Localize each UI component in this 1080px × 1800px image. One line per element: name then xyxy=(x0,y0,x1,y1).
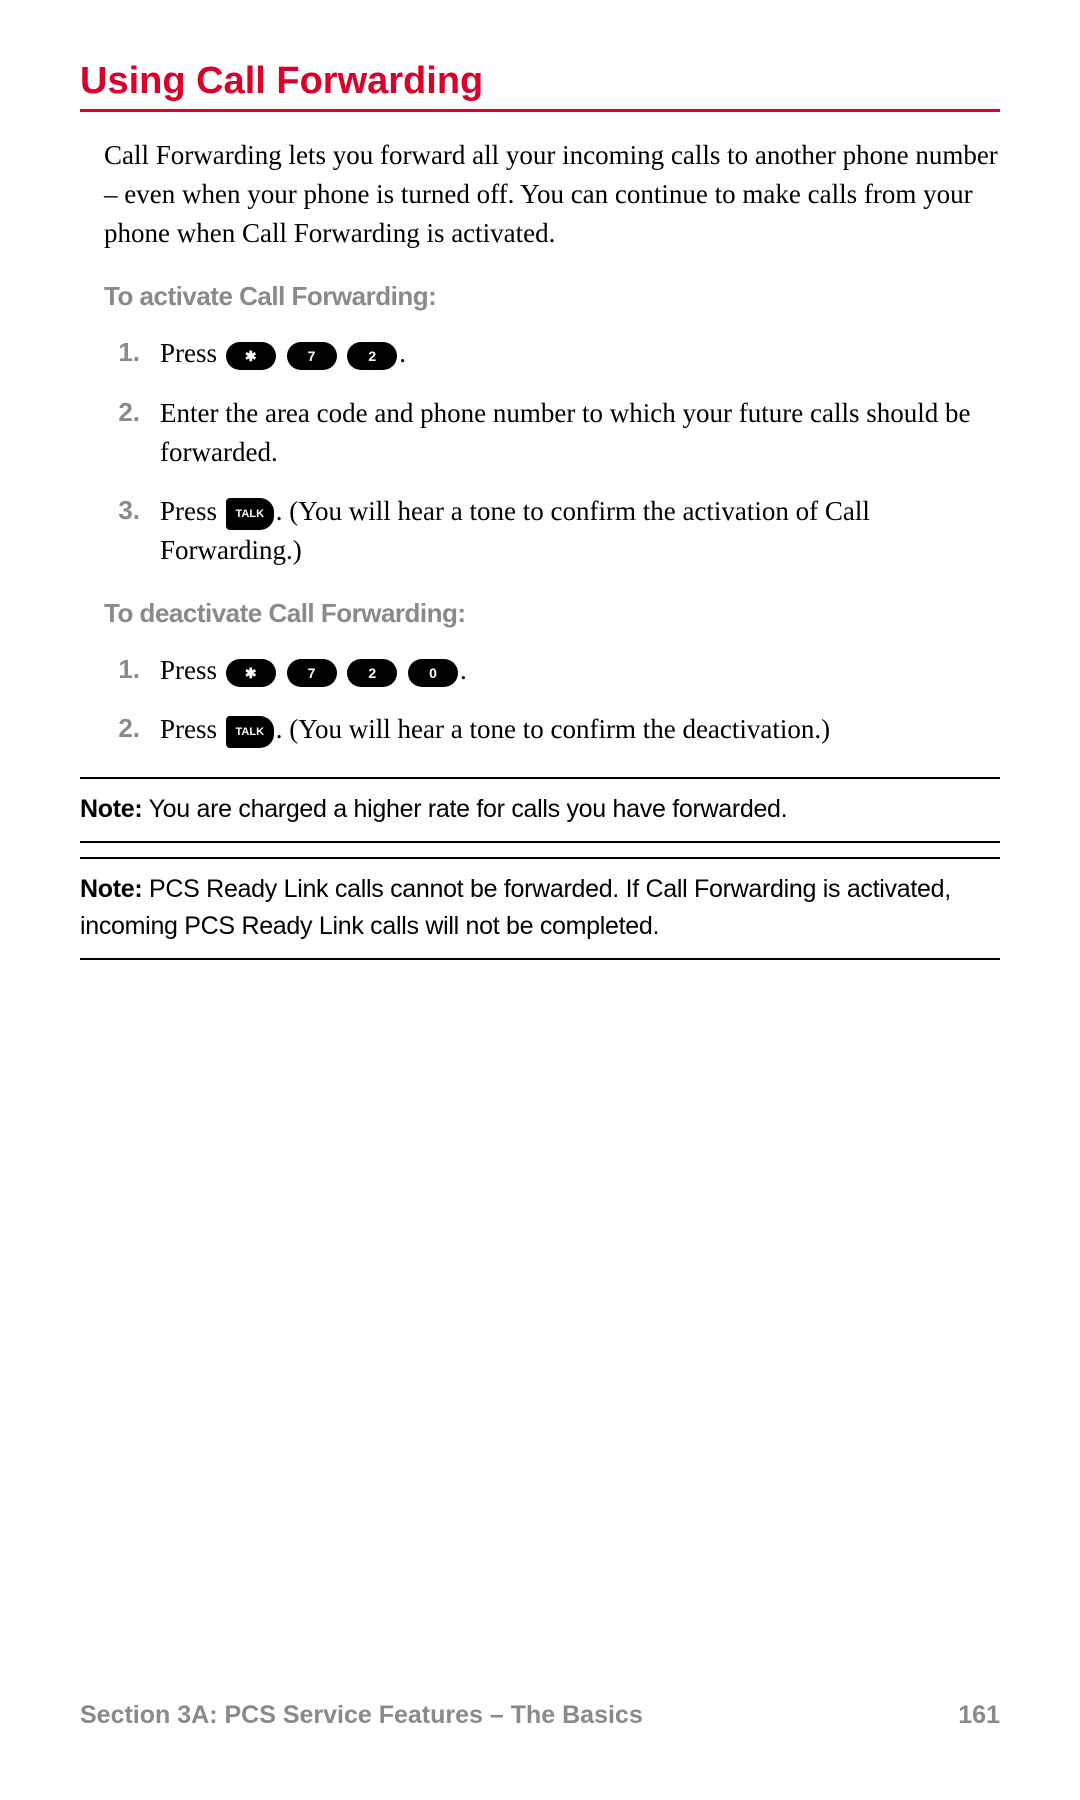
note-label: Note: xyxy=(80,795,142,823)
zero-key-icon: 0 xyxy=(408,659,458,687)
page-footer: Section 3A: PCS Service Features – The B… xyxy=(80,1701,1000,1730)
step-body: Press TALK. (You will hear a tone to con… xyxy=(160,492,1000,570)
star-key-icon: ✱ xyxy=(226,342,276,370)
page-heading: Using Call Forwarding xyxy=(80,60,1000,112)
step-text: Press xyxy=(160,655,224,685)
note-block: Note: PCS Ready Link calls cannot be for… xyxy=(80,857,1000,960)
activate-steps: 1. Press ✱ 7 2. 2. Enter the area code a… xyxy=(104,334,1000,570)
two-key-icon: 2 xyxy=(347,342,397,370)
list-item: 1. Press ✱ 7 2 0. xyxy=(104,651,1000,690)
talk-key-icon: TALK xyxy=(226,498,274,530)
step-body: Press ✱ 7 2 0. xyxy=(160,651,1000,690)
step-number: 3. xyxy=(104,492,160,530)
step-text: . xyxy=(460,655,467,685)
note-block: Note: You are charged a higher rate for … xyxy=(80,777,1000,843)
list-item: 1. Press ✱ 7 2. xyxy=(104,334,1000,373)
list-item: 3. Press TALK. (You will hear a tone to … xyxy=(104,492,1000,570)
deactivate-subhead: To deactivate Call Forwarding: xyxy=(104,598,1000,629)
step-text: . (You will hear a tone to confirm the d… xyxy=(276,714,830,744)
talk-key-icon: TALK xyxy=(226,716,274,748)
step-body: Press TALK. (You will hear a tone to con… xyxy=(160,710,1000,749)
step-text: Press xyxy=(160,338,224,368)
section-label: Section 3A: PCS Service Features – The B… xyxy=(80,1701,643,1730)
step-number: 1. xyxy=(104,334,160,372)
step-text: Press xyxy=(160,496,224,526)
intro-paragraph: Call Forwarding lets you forward all you… xyxy=(104,136,1000,253)
seven-key-icon: 7 xyxy=(287,342,337,370)
step-text: . xyxy=(399,338,406,368)
list-item: 2. Enter the area code and phone number … xyxy=(104,394,1000,472)
deactivate-steps: 1. Press ✱ 7 2 0. 2. Press TALK. (You wi… xyxy=(104,651,1000,749)
seven-key-icon: 7 xyxy=(287,659,337,687)
activate-subhead: To activate Call Forwarding: xyxy=(104,281,1000,312)
note-text: You are charged a higher rate for calls … xyxy=(142,795,787,823)
step-body: Enter the area code and phone number to … xyxy=(160,394,1000,472)
note-label: Note: xyxy=(80,875,142,903)
star-key-icon: ✱ xyxy=(226,659,276,687)
step-number: 2. xyxy=(104,394,160,432)
step-text: Press xyxy=(160,714,224,744)
content-area: Call Forwarding lets you forward all you… xyxy=(80,136,1000,749)
list-item: 2. Press TALK. (You will hear a tone to … xyxy=(104,710,1000,749)
page-number: 161 xyxy=(958,1701,1000,1730)
step-number: 2. xyxy=(104,710,160,748)
note-text: PCS Ready Link calls cannot be forwarded… xyxy=(80,875,951,941)
two-key-icon: 2 xyxy=(347,659,397,687)
step-number: 1. xyxy=(104,651,160,689)
step-body: Press ✱ 7 2. xyxy=(160,334,1000,373)
